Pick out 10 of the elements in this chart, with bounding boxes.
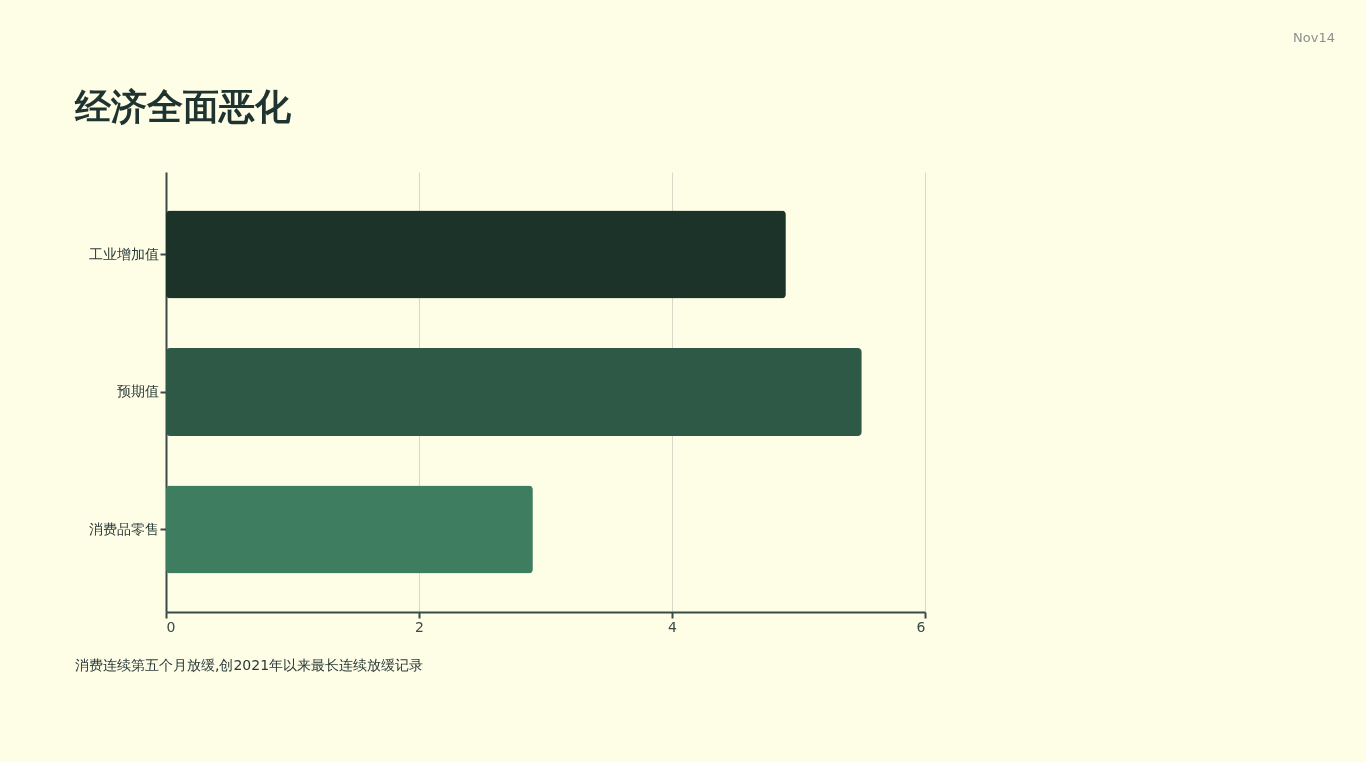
y-tick-label: 预期值 (116, 383, 159, 399)
x-tick-label: 0 (166, 618, 176, 635)
x-tick-label: 6 (916, 618, 926, 635)
y-tick-label: 工业增加值 (88, 245, 159, 262)
text: 消费连续第五个月放缓,创2021年以来最长连续放缓记录 (75, 657, 424, 673)
text: Nov14 (1293, 30, 1335, 45)
x-tick-label: 2 (415, 618, 424, 635)
chart-title: 经济全面恶化 (74, 86, 292, 127)
x-tick-label: 4 (668, 618, 678, 635)
y-tick-label: 消费品零售 (88, 520, 159, 537)
